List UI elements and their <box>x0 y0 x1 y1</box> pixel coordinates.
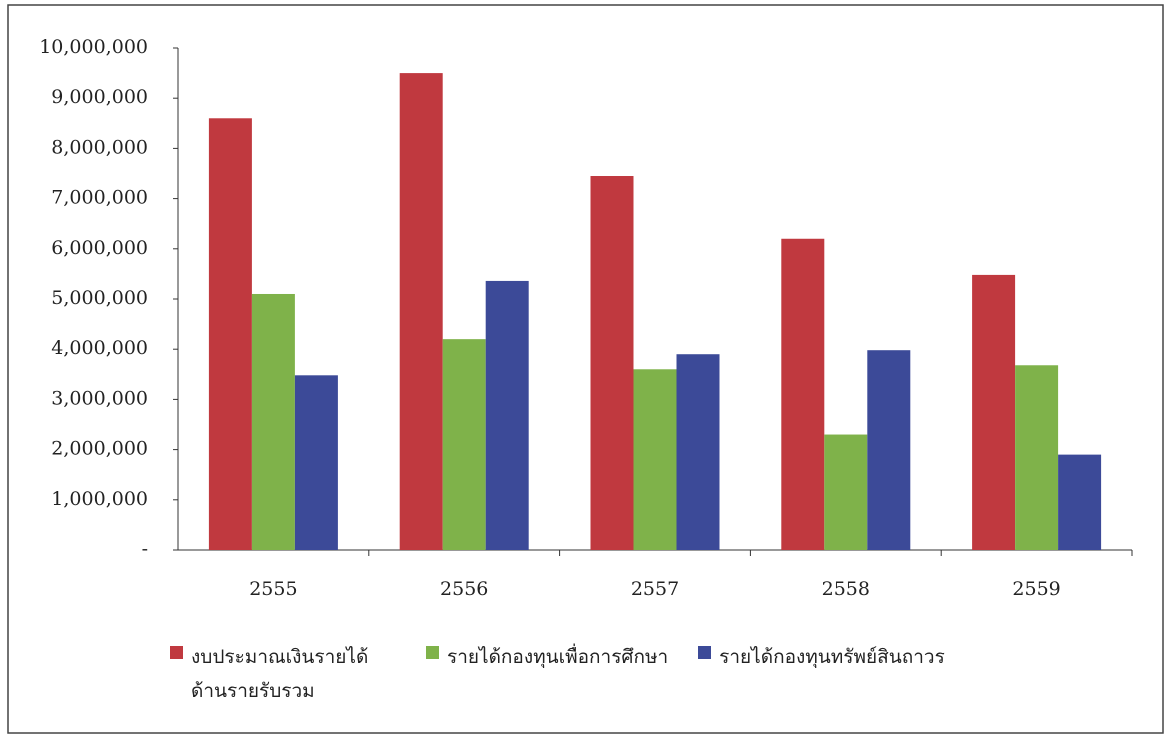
y-tick-label: 5,000,000 <box>51 287 148 309</box>
bar <box>634 369 677 550</box>
y-tick-label: 3,000,000 <box>51 387 148 409</box>
x-tick-label: 2556 <box>440 578 488 600</box>
bar <box>677 354 720 550</box>
bar <box>295 375 338 550</box>
x-tick-label: 2555 <box>249 578 297 600</box>
bar <box>824 435 867 550</box>
bar <box>972 275 1015 550</box>
bar <box>443 339 486 550</box>
legend-swatch <box>426 646 439 659</box>
bar <box>781 239 824 550</box>
legend-label: งบประมาณเงินรายได้ ด้านรายรับรวม <box>191 640 396 708</box>
y-tick-label: 2,000,000 <box>51 438 148 460</box>
page: - 1,000,000 2,000,000 3,000,000 4,000,000 5,0… <box>0 0 1170 737</box>
y-tick-label: 10,000,000 <box>39 36 148 58</box>
bar <box>486 281 529 550</box>
legend-label: รายได้กองทุนทรัพย์สินถาวร <box>719 640 945 674</box>
bar <box>591 176 634 550</box>
y-tick-label: 7,000,000 <box>51 187 148 209</box>
bar <box>1015 365 1058 550</box>
y-tick-label: 6,000,000 <box>51 237 148 259</box>
y-tick-label: 8,000,000 <box>51 136 148 158</box>
bar <box>867 350 910 550</box>
legend-entry: รายได้กองทุนเพื่อการศึกษา <box>426 640 668 708</box>
legend-entry: งบประมาณเงินรายได้ ด้านรายรับรวม <box>170 640 396 708</box>
legend-swatch <box>698 646 711 659</box>
legend-entry: รายได้กองทุนทรัพย์สินถาวร <box>698 640 945 708</box>
legend-swatch <box>170 646 183 659</box>
y-tick-label: 1,000,000 <box>51 488 148 510</box>
bar <box>1058 455 1101 550</box>
chart: - 1,000,000 2,000,000 3,000,000 4,000,000 5,0… <box>0 0 1170 737</box>
x-tick-label: 2557 <box>631 578 679 600</box>
bar <box>252 294 295 550</box>
y-tick-label: 4,000,000 <box>51 337 148 359</box>
bar <box>209 118 252 550</box>
x-tick-label: 2558 <box>822 578 870 600</box>
bar <box>400 73 443 550</box>
y-tick-label: - <box>142 538 148 560</box>
x-tick-label: 2559 <box>1012 578 1060 600</box>
legend: งบประมาณเงินรายได้ ด้านรายรับรวม รายได้กอ… <box>170 640 945 708</box>
legend-label: รายได้กองทุนเพื่อการศึกษา <box>447 640 668 674</box>
y-tick-label: 9,000,000 <box>51 86 148 108</box>
